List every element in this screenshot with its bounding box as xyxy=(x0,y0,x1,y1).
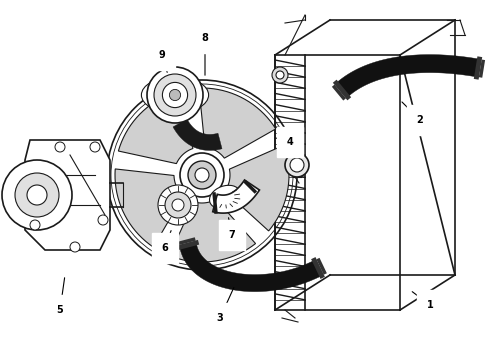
Text: 3: 3 xyxy=(217,313,223,323)
Circle shape xyxy=(165,192,191,218)
Circle shape xyxy=(70,242,80,252)
Polygon shape xyxy=(173,119,222,150)
Circle shape xyxy=(290,158,304,172)
Circle shape xyxy=(162,82,188,108)
Circle shape xyxy=(98,215,108,225)
Text: 4: 4 xyxy=(287,137,294,147)
Text: 2: 2 xyxy=(416,115,423,125)
Text: 9: 9 xyxy=(159,50,166,60)
Polygon shape xyxy=(225,145,289,231)
Circle shape xyxy=(107,80,297,270)
Circle shape xyxy=(27,185,47,205)
Polygon shape xyxy=(180,243,322,292)
Circle shape xyxy=(170,89,181,100)
Circle shape xyxy=(172,199,184,211)
Ellipse shape xyxy=(210,185,241,209)
Circle shape xyxy=(180,153,224,197)
Circle shape xyxy=(147,67,203,123)
Text: 8: 8 xyxy=(201,33,208,43)
Circle shape xyxy=(285,153,309,177)
Ellipse shape xyxy=(142,77,209,113)
Circle shape xyxy=(276,71,284,79)
Circle shape xyxy=(2,160,72,230)
Circle shape xyxy=(15,173,59,217)
Circle shape xyxy=(90,142,100,152)
Circle shape xyxy=(30,220,40,230)
Polygon shape xyxy=(25,140,110,250)
Polygon shape xyxy=(170,199,256,262)
Polygon shape xyxy=(213,180,260,213)
Polygon shape xyxy=(115,169,183,247)
Text: 1: 1 xyxy=(427,300,433,310)
Circle shape xyxy=(195,168,209,182)
Circle shape xyxy=(188,161,216,189)
Text: 6: 6 xyxy=(162,243,169,253)
Text: 5: 5 xyxy=(57,305,63,315)
Circle shape xyxy=(158,185,198,225)
Text: 7: 7 xyxy=(229,230,235,240)
Polygon shape xyxy=(199,88,276,158)
Polygon shape xyxy=(336,55,480,97)
Polygon shape xyxy=(119,91,193,163)
Circle shape xyxy=(154,74,196,116)
Circle shape xyxy=(272,67,288,83)
Circle shape xyxy=(55,142,65,152)
